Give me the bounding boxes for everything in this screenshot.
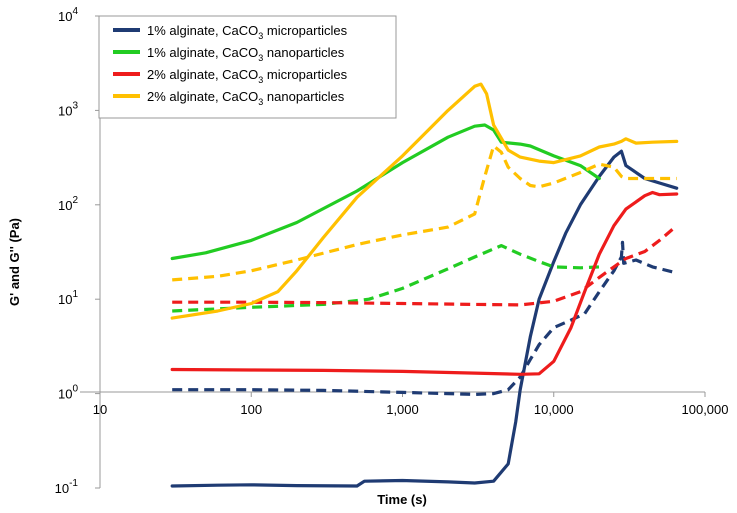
x-tick-label: 10,000 [534, 402, 574, 417]
x-tick-label: 100 [240, 402, 262, 417]
x-tick-label: 100,000 [682, 402, 729, 417]
series-line [172, 224, 678, 307]
axes: 10-1 100 101 102 103 104 10 100 1,000 10,000 100,0… [55, 6, 729, 496]
y-tick-label: 103 [58, 100, 78, 118]
legend-label: 2% alginate, CaCO3 nanoparticles [147, 89, 345, 107]
legend-label: 2% alginate, CaCO3 microparticles [147, 67, 348, 85]
y-tick-label: 10-1 [55, 478, 79, 496]
series-line [172, 244, 600, 313]
plot-area [170, 82, 679, 488]
legend-label: 1% alginate, CaCO3 nanoparticles [147, 45, 345, 63]
series-line [170, 82, 679, 320]
series-line [170, 123, 601, 261]
y-tick-label: 102 [58, 195, 78, 213]
y-tick-label: 100 [58, 384, 78, 402]
legend-box [98, 15, 397, 119]
legend-label: 1% alginate, CaCO3 microparticles [147, 23, 348, 41]
x-tick-label: 1,000 [386, 402, 419, 417]
series-line [170, 190, 679, 376]
y-tick-label: 101 [58, 289, 78, 307]
x-tick-label: 10 [93, 402, 107, 417]
series-line [172, 144, 677, 282]
y-axis-title: G' and G'' (Pa) [7, 218, 22, 306]
series-line [170, 149, 679, 488]
legend: 1% alginate, CaCO3 microparticles 1% algi… [98, 15, 397, 119]
series-line [172, 240, 678, 396]
x-axis-title: Time (s) [377, 492, 427, 507]
y-tick-label: 104 [58, 6, 78, 24]
